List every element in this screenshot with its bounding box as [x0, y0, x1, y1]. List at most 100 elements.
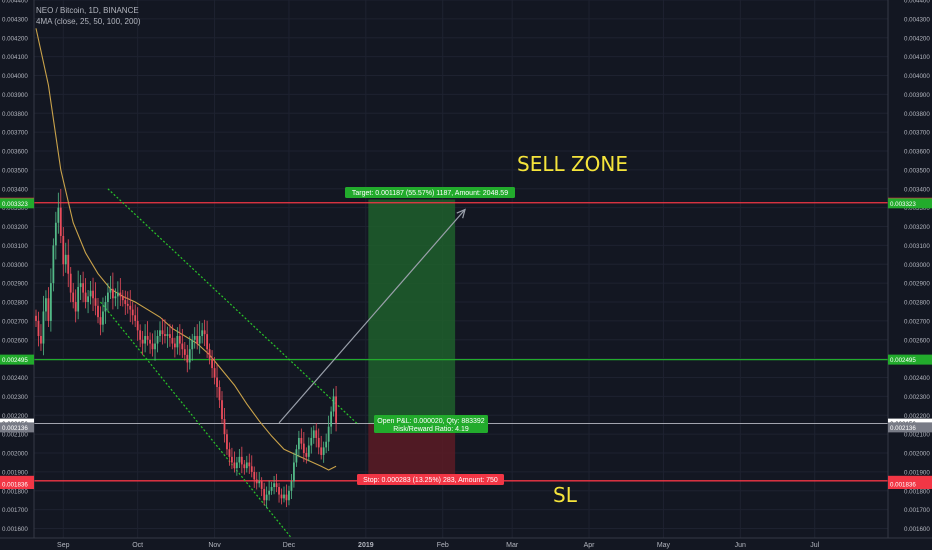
- candle-body: [164, 334, 166, 337]
- candle-body: [248, 462, 251, 467]
- candle-body: [134, 315, 137, 321]
- candle-body: [293, 462, 295, 482]
- candle-body: [335, 396, 337, 423]
- candle-body: [278, 487, 280, 495]
- price-tag-right: [888, 354, 932, 365]
- price-tag-label-right: 0.001836: [890, 482, 916, 489]
- candle-body: [74, 302, 77, 312]
- price-tag-label-left: 0.002136: [2, 425, 28, 432]
- candle-body: [161, 330, 164, 335]
- y-tick-label-right: 0.004300: [904, 16, 930, 23]
- candle-body: [218, 386, 221, 401]
- left-price-axis[interactable]: 0.001600 0.001700 0.001800 0.001900 0.002000…: [0, 0, 35, 538]
- candle-body: [40, 336, 42, 344]
- descending-channel[interactable]: [100, 188, 359, 539]
- candle-body: [119, 292, 122, 297]
- candle-body: [253, 471, 256, 480]
- candle-body: [126, 303, 129, 306]
- candles: [35, 188, 337, 509]
- y-tick-label-left: 0.004300: [2, 16, 28, 23]
- candle-body: [116, 292, 119, 297]
- candle-body: [111, 288, 114, 299]
- projection-arrow[interactable]: [278, 208, 466, 424]
- y-tick-label-right: 0.001700: [904, 507, 930, 514]
- time-axis[interactable]: Sep Oct Nov Dec 2019 Feb Mar Apr May Jun Jul: [0, 537, 932, 549]
- y-tick-label-right: 0.002200: [904, 413, 930, 420]
- y-tick-label-left: 0.002900: [2, 281, 28, 288]
- candle-body: [99, 317, 102, 325]
- candle-body: [176, 336, 179, 348]
- candle-body: [221, 400, 223, 420]
- candle-body: [154, 343, 156, 350]
- target-zone: [368, 199, 456, 424]
- y-tick-label-right: 0.003200: [904, 224, 930, 231]
- candle-body: [87, 296, 89, 303]
- candle-body: [114, 296, 117, 299]
- candle-body: [129, 305, 132, 310]
- y-tick-label-left: 0.001600: [2, 526, 28, 533]
- candle-body: [62, 235, 65, 265]
- candle-body: [169, 334, 171, 338]
- candle-body: [211, 358, 213, 369]
- candle-body: [84, 292, 87, 303]
- right-price-axis[interactable]: 0.001600 0.001700 0.001800 0.001900 0.002000…: [887, 0, 932, 538]
- y-tick-label-right: 0.003400: [904, 186, 930, 193]
- y-tick-label-right: 0.004000: [904, 73, 930, 80]
- y-tick-label-left: 0.002000: [2, 451, 28, 458]
- candle-body: [42, 311, 45, 344]
- candle-body: [159, 330, 161, 337]
- y-tick-label-left: 0.003200: [2, 224, 28, 231]
- candle-body: [300, 437, 303, 444]
- candle-body: [268, 490, 271, 495]
- moving-average-line: [35, 28, 337, 471]
- y-tick-label-right: 0.003100: [904, 243, 930, 250]
- price-tag-left: [0, 422, 34, 433]
- x-tick-label: Jun: [735, 542, 746, 549]
- arrow-head[interactable]: [456, 208, 466, 219]
- candle-body: [231, 456, 233, 463]
- candle-body: [79, 283, 82, 287]
- y-tick-label-right: 0.002700: [904, 318, 930, 325]
- candle-body: [295, 449, 298, 463]
- stop-label-box: [357, 474, 504, 485]
- candle-body: [89, 290, 92, 297]
- candle-body: [201, 330, 204, 337]
- candle-body: [136, 320, 139, 331]
- candle-body: [245, 462, 248, 469]
- price-tag-left: [0, 354, 34, 365]
- candle-body: [240, 456, 243, 465]
- arrow-line[interactable]: [278, 209, 466, 424]
- candle-body: [109, 288, 112, 293]
- candle-body: [104, 302, 107, 312]
- x-tick-label: Feb: [437, 542, 449, 549]
- risk-reward-label: Risk/Reward Ratio: 4.19: [393, 426, 469, 433]
- candle-body: [216, 377, 218, 387]
- candle-body: [203, 330, 206, 335]
- candle-body: [171, 337, 174, 344]
- x-tick-label: 2019: [358, 542, 374, 549]
- position-zones: [368, 199, 456, 478]
- y-tick-label-left: 0.003500: [2, 167, 28, 174]
- channel-upper-line[interactable]: [107, 188, 359, 426]
- candle-body: [288, 490, 290, 501]
- x-tick-label: Jul: [810, 542, 819, 549]
- candle-body: [92, 290, 94, 299]
- candle-body: [206, 334, 209, 350]
- candle-body: [226, 434, 228, 450]
- y-tick-label-right: 0.004100: [904, 54, 930, 61]
- indicator-legend: 4MA (close, 25, 50, 100, 200): [36, 17, 141, 26]
- candle-body: [141, 339, 144, 344]
- candle-body: [322, 447, 325, 455]
- y-tick-label-right: 0.001800: [904, 488, 930, 495]
- candle-body: [330, 411, 333, 427]
- y-tick-label-left: 0.002200: [2, 413, 28, 420]
- sl-label: SL: [553, 483, 577, 507]
- candle-body: [325, 441, 328, 448]
- candle-body: [94, 298, 97, 306]
- channel-lower-line[interactable]: [100, 301, 292, 539]
- candle-body: [285, 494, 288, 501]
- y-tick-label-right: 0.003500: [904, 167, 930, 174]
- candle-body: [149, 339, 151, 344]
- candle-body: [305, 453, 308, 457]
